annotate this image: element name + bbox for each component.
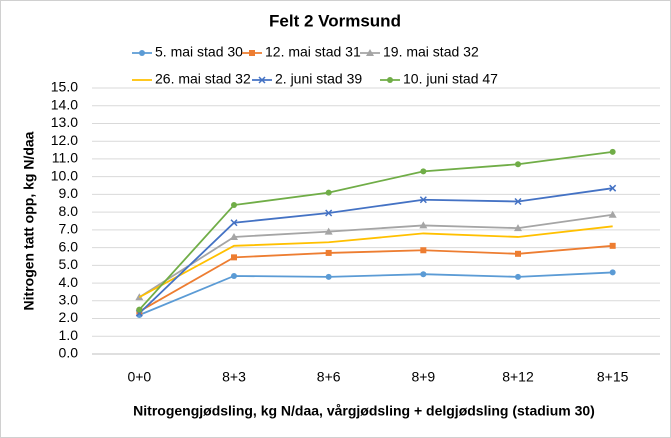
series-line: [138, 213, 613, 299]
point: [231, 272, 237, 279]
y-tick-label: 8.0: [59, 203, 79, 219]
legend-label: 5. mai stad 30: [155, 44, 243, 60]
legend-marker: [139, 50, 145, 56]
point: [420, 271, 427, 278]
y-tick-label: 3.0: [59, 292, 79, 308]
series: [138, 225, 613, 299]
series: [135, 184, 617, 317]
point: [419, 221, 428, 229]
x-tick-label: 8+9: [411, 369, 435, 385]
point: [325, 273, 332, 280]
legend-marker: [387, 77, 393, 83]
point: [230, 232, 238, 240]
point: [514, 224, 522, 232]
point: [514, 197, 522, 206]
y-tick-label: 4.0: [59, 274, 79, 290]
x-tick-label: 8+15: [597, 369, 629, 385]
point: [230, 219, 238, 227]
point: [420, 168, 427, 175]
point: [609, 148, 616, 155]
series-line: [138, 271, 613, 316]
y-tick-label: 9.0: [59, 185, 79, 201]
point: [419, 196, 427, 204]
series-line: [138, 187, 613, 314]
y-tick-label: 12.0: [51, 132, 78, 148]
point: [325, 249, 332, 256]
y-tick-label: 0.0: [59, 345, 79, 361]
x-tick-label: 8+6: [317, 369, 341, 385]
legend-label: 26. mai stad 32: [155, 71, 251, 87]
y-tick-label: 7.0: [59, 221, 79, 237]
x-axis-title: Nitrogengjødsling, kg N/daa, vårgjødslin…: [133, 403, 595, 419]
y-tick-label: 14.0: [51, 96, 78, 112]
legend-label: 2. juni stad 39: [275, 71, 362, 87]
point: [609, 269, 616, 276]
series-line: [138, 244, 613, 313]
series: [136, 148, 616, 313]
point: [231, 202, 237, 209]
y-tick-label: 11.0: [52, 150, 78, 166]
series-line: [138, 225, 613, 299]
point: [515, 250, 521, 257]
y-tick-label: 6.0: [59, 238, 79, 254]
legend-label: 12. mai stad 31: [265, 44, 361, 60]
x-tick-label: 0+0: [127, 369, 151, 385]
point: [609, 242, 616, 249]
point: [420, 247, 427, 254]
legend-marker: [249, 50, 255, 56]
chart-title: Felt 2 Vormsund: [269, 11, 401, 30]
legend-label: 19. mai stad 32: [383, 44, 479, 60]
point: [231, 254, 237, 261]
point: [515, 273, 521, 280]
point: [609, 184, 617, 192]
y-tick-label: 10.0: [51, 167, 78, 183]
legend-marker: [258, 76, 266, 84]
point: [515, 161, 521, 168]
y-tick-label: 13.0: [51, 114, 78, 130]
legend-marker: [366, 49, 374, 56]
y-tick-label: 15.0: [51, 79, 78, 95]
point: [325, 209, 333, 217]
point: [608, 210, 617, 218]
legend-label: 10. juni stad 47: [403, 71, 498, 87]
y-tick-label: 1.0: [59, 327, 79, 343]
series-line: [138, 150, 613, 311]
y-axis-title: Nitrogen tatt opp, kg N/daa: [21, 131, 37, 310]
x-tick-label: 8+12: [502, 369, 534, 385]
point: [324, 227, 333, 235]
y-tick-label: 2.0: [59, 309, 79, 325]
x-tick-label: 8+3: [222, 369, 246, 385]
point: [325, 189, 332, 196]
point: [136, 306, 143, 313]
y-tick-label: 5.0: [59, 256, 79, 272]
